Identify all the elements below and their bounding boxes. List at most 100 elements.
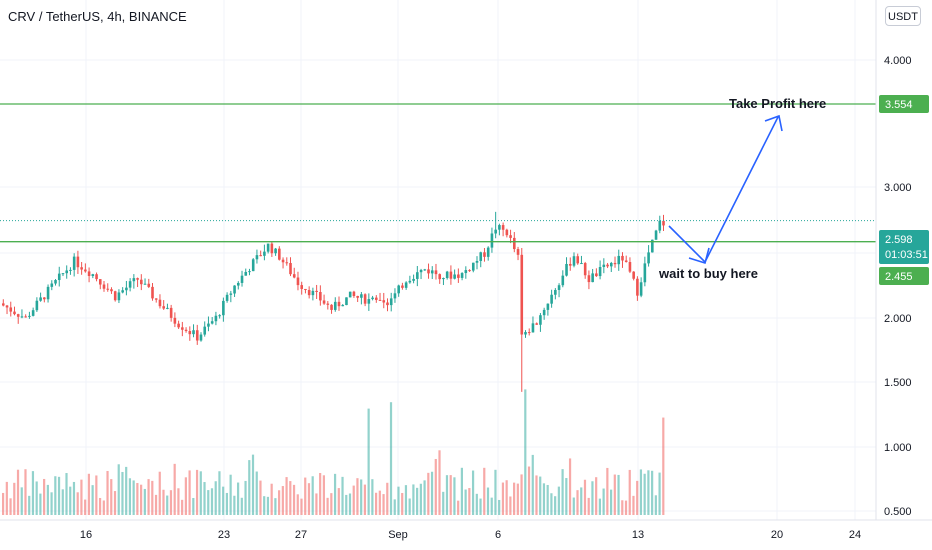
volume-bar xyxy=(259,480,262,515)
price-tick-label: 2.000 xyxy=(884,313,912,325)
volume-bar xyxy=(333,473,337,515)
current-price-label-text: 2.598 xyxy=(885,234,913,246)
arrowhead-up xyxy=(764,114,783,132)
volume-bar xyxy=(464,489,467,515)
volume-bar xyxy=(565,478,568,515)
volume-bar xyxy=(427,472,430,515)
symbol-title: CRV / TetherUS, 4h, BINANCE xyxy=(8,9,187,24)
candle-body xyxy=(98,279,102,285)
volume-bar xyxy=(658,472,661,515)
volume-bar xyxy=(412,484,415,515)
candle-body xyxy=(203,326,207,335)
horizontal-levels[interactable] xyxy=(0,103,876,243)
candle-body xyxy=(125,287,128,291)
volume-bar xyxy=(572,497,575,515)
candle-body xyxy=(375,297,378,300)
time-tick-label: 16 xyxy=(80,529,92,541)
volume-bar xyxy=(583,479,587,515)
candle-body xyxy=(591,273,594,283)
volume-bar xyxy=(453,477,456,515)
volume-bar xyxy=(632,495,635,515)
volume-bar xyxy=(479,498,482,515)
volume-bar xyxy=(154,494,158,515)
volume-bar xyxy=(13,482,16,515)
volume-bar xyxy=(266,496,270,515)
volume-bar xyxy=(483,467,486,515)
candle-body xyxy=(326,303,330,305)
candle-body xyxy=(20,316,24,318)
volume-bar xyxy=(307,483,311,515)
candle-body xyxy=(580,263,583,265)
volume-bar xyxy=(389,402,393,515)
volume-bar xyxy=(520,474,523,515)
current-price-label-text: 01:03:51 xyxy=(885,249,928,261)
volume-bar xyxy=(106,470,109,515)
volume-bar xyxy=(561,469,564,515)
candle-body xyxy=(621,255,624,261)
volume-bar xyxy=(87,473,90,515)
volume-bar xyxy=(57,476,61,515)
candle-body xyxy=(442,278,445,280)
volume-bar xyxy=(636,480,639,515)
candle-body xyxy=(333,301,337,310)
volume-bar xyxy=(595,477,598,515)
volume-bar xyxy=(39,493,42,515)
candle-body xyxy=(658,220,662,231)
candle-body xyxy=(475,260,479,263)
buy-zone-label: wait to buy here xyxy=(658,266,758,281)
time-axis[interactable]: 16 23 27 Sep 6 13 20 24 xyxy=(0,519,932,541)
volume-bar xyxy=(278,490,281,515)
support-price-label-text: 2.455 xyxy=(885,271,913,283)
candle-body xyxy=(609,262,613,267)
volume-bar xyxy=(371,479,374,515)
volume-bar xyxy=(382,494,385,515)
candle-body xyxy=(561,275,565,286)
candle-body xyxy=(337,301,341,307)
candle-body xyxy=(527,332,531,334)
candle-body xyxy=(173,317,177,324)
candle-body xyxy=(557,285,561,290)
volume-bar xyxy=(214,481,217,515)
volume-bar xyxy=(401,492,404,515)
candle-body xyxy=(643,263,647,283)
candle-body xyxy=(386,302,389,306)
volume-bar xyxy=(386,482,389,515)
candle-body xyxy=(110,289,113,292)
volume-bar xyxy=(143,488,146,515)
volume-bar xyxy=(222,486,225,515)
candle-body xyxy=(371,297,374,300)
volume-bar xyxy=(576,490,579,515)
candle-body xyxy=(222,300,225,316)
candle-body xyxy=(617,255,621,265)
candle-body xyxy=(438,274,442,280)
volume-bar xyxy=(240,497,243,515)
candle-body xyxy=(281,259,285,263)
candle-body xyxy=(606,264,609,267)
volume-bars xyxy=(2,389,665,515)
candle-body xyxy=(28,315,31,317)
candle-body xyxy=(602,264,606,267)
volume-bar xyxy=(117,464,120,515)
candle-body xyxy=(486,247,490,257)
volume-bar xyxy=(554,496,557,515)
volume-bar xyxy=(229,474,232,515)
volume-bar xyxy=(181,499,184,515)
candle-body xyxy=(270,243,274,254)
candlestick-series xyxy=(2,211,665,392)
candle-body xyxy=(430,270,434,274)
volume-bar xyxy=(609,489,613,515)
candle-body xyxy=(457,274,460,278)
user-drawings[interactable]: Take Profit here wait to buy here xyxy=(658,96,826,281)
time-tick-label: 23 xyxy=(218,529,230,541)
candle-body xyxy=(162,306,165,309)
volume-bar xyxy=(591,481,594,515)
volume-bar xyxy=(352,485,355,515)
candle-body xyxy=(207,323,210,327)
currency-button[interactable]: USDT xyxy=(885,6,921,26)
volume-bar xyxy=(445,475,449,515)
current-price-label-bg xyxy=(879,230,929,264)
candle-body xyxy=(360,294,363,298)
volume-bar xyxy=(76,492,79,515)
